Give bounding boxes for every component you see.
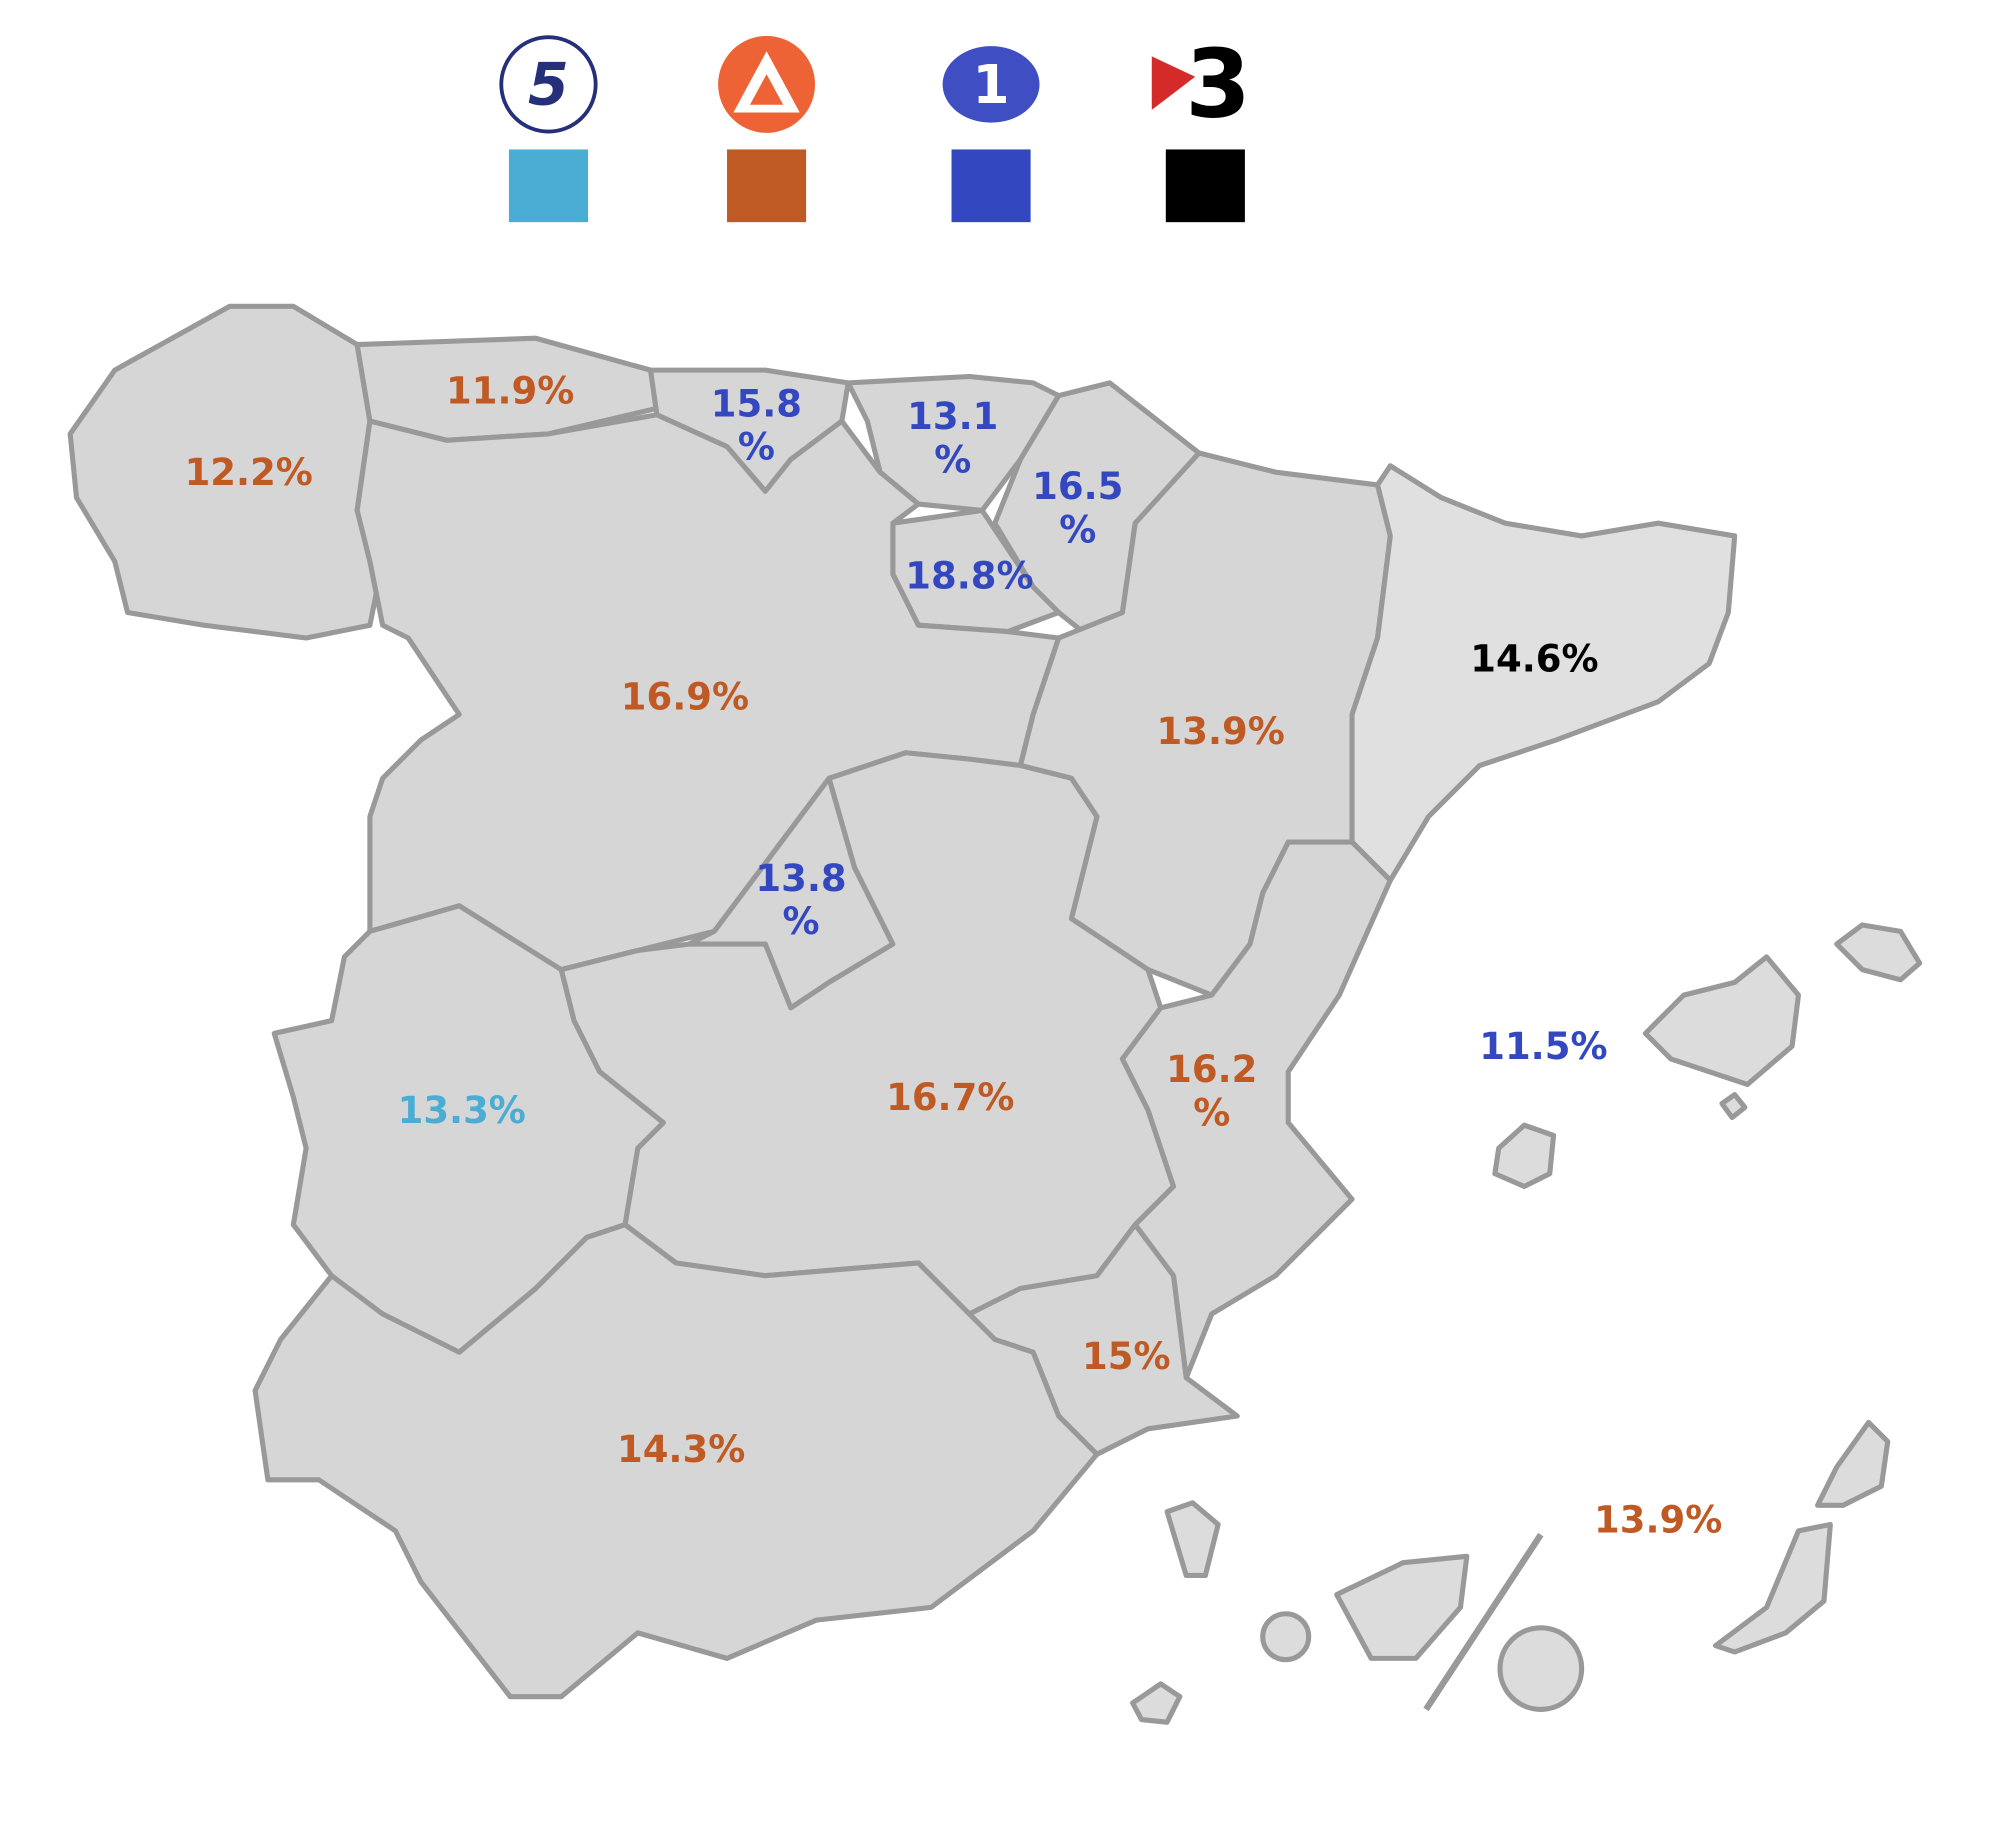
region-label: 11.9% bbox=[446, 370, 574, 413]
island bbox=[1719, 1092, 1748, 1121]
region-label: % bbox=[934, 438, 971, 481]
region-shape bbox=[1349, 463, 1738, 883]
legend-swatch bbox=[508, 149, 589, 223]
region-label: 16.2 bbox=[1166, 1048, 1257, 1091]
divider bbox=[1423, 1532, 1544, 1712]
region-label: 12.2% bbox=[185, 451, 313, 494]
island bbox=[1334, 1553, 1470, 1661]
region-label: 14.6% bbox=[1470, 637, 1598, 680]
logo-ring bbox=[499, 35, 598, 134]
region-label: 13.9% bbox=[1594, 1498, 1722, 1541]
region-label: 13.8 bbox=[755, 857, 846, 900]
region-label: 15% bbox=[1082, 1335, 1171, 1378]
region-label: 16.7% bbox=[886, 1076, 1014, 1119]
region-label: 14.3% bbox=[617, 1428, 745, 1471]
island bbox=[1642, 954, 1802, 1087]
logo-shape bbox=[942, 46, 1040, 123]
region-label: 13.3% bbox=[398, 1089, 526, 1132]
regions bbox=[67, 303, 1738, 1700]
island bbox=[1492, 1122, 1557, 1189]
region-label: 11.5% bbox=[1479, 1025, 1607, 1068]
island bbox=[1713, 1521, 1833, 1655]
region-shape bbox=[252, 1222, 1100, 1700]
region-label: 16.5 bbox=[1032, 465, 1123, 508]
region-label: % bbox=[1059, 509, 1096, 552]
island bbox=[1815, 1419, 1891, 1508]
legend: 5 1 3 bbox=[499, 29, 1251, 223]
island bbox=[1130, 1681, 1183, 1725]
region-label: % bbox=[1193, 1092, 1230, 1135]
region-label: 15.8 bbox=[711, 382, 802, 425]
logo-shape bbox=[750, 74, 784, 105]
region-label: % bbox=[782, 900, 819, 943]
region-label: % bbox=[738, 426, 775, 469]
region-shape bbox=[845, 373, 1062, 513]
logo-text: 5 bbox=[528, 50, 569, 118]
islands bbox=[1130, 922, 1923, 1725]
logo-shape bbox=[1151, 56, 1196, 110]
legend-swatch bbox=[1165, 149, 1245, 223]
island bbox=[1834, 922, 1923, 983]
region-label: 18.8% bbox=[905, 555, 1033, 598]
legend-swatch bbox=[727, 149, 807, 223]
island bbox=[1260, 1611, 1312, 1663]
island bbox=[1497, 1625, 1585, 1712]
island bbox=[1164, 1500, 1221, 1579]
region-shape bbox=[1119, 839, 1393, 1381]
logo-text: 3 bbox=[1185, 29, 1251, 139]
logo-text: 1 bbox=[972, 53, 1009, 116]
region-label: 16.9% bbox=[621, 676, 749, 719]
region-label: 13.1 bbox=[907, 395, 998, 438]
labels: 12.2%11.9% 15.8%13.1%16.5%18.8%16.9%14.6%… bbox=[185, 370, 1723, 1542]
legend-swatch bbox=[951, 149, 1031, 223]
region-label: 13.9% bbox=[1157, 710, 1285, 753]
